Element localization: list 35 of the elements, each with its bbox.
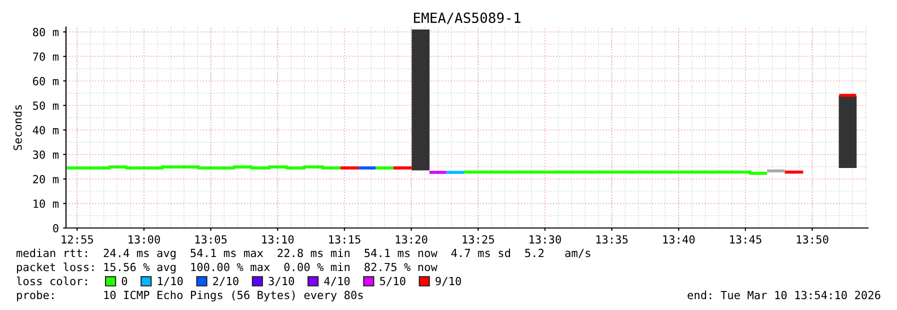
y-tick-label: 40 m — [32, 126, 59, 134]
y-tick-label: 20 m — [33, 174, 59, 184]
x-tick-label: 13:05 — [195, 235, 227, 244]
y-tick-label: 50 m — [33, 101, 59, 110]
chart-title: EMEA/AS5089-1 — [414, 12, 520, 24]
text: median rtt: 24.4 ms avg 54.1 ms max 22.8 ms min 54.1 ms now 4.7 ms sd 5.2 am/s — [16, 248, 590, 260]
legend-label: 3/10 — [268, 276, 294, 286]
x-tick-label: 13:10 — [262, 235, 294, 244]
x-tick-label: 13:15 — [329, 235, 360, 244]
legend-label: 0 — [122, 276, 128, 286]
y-tick-label: 10 m — [34, 199, 59, 208]
x-tick-label: 13:50 — [796, 235, 828, 244]
text: packet loss: 15.56 % avg 100.00 % max 0.00 % min 82.75 % now — [17, 262, 438, 274]
x-tick-label: 13:30 — [530, 235, 561, 244]
text: probe: 10 ICMP Echo Pings (56 Bytes) every 80s — [17, 290, 363, 302]
legend-label: 5/10 — [380, 276, 406, 286]
legend-title: loss color: — [16, 276, 87, 286]
y-tick-label: 60 m — [33, 76, 59, 86]
x-tick-label: 13:25 — [462, 235, 494, 244]
y-axis-title: Seconds — [13, 105, 22, 150]
x-tick-label: 13:35 — [596, 235, 628, 244]
legend-label: 2/10 — [213, 276, 238, 286]
x-tick-label: 12:55 — [62, 235, 93, 244]
y-tick-label: 70 m — [33, 52, 59, 61]
legend-label: 4/10 — [324, 276, 350, 286]
y-tick-label: 30 m — [33, 150, 59, 159]
y-tick-label: 80 m — [33, 28, 59, 36]
legend-label: 9/10 — [436, 276, 461, 286]
text: end: Tue Mar 10 13:54:10 2026 — [688, 290, 880, 300]
x-tick-label: 13:20 — [396, 235, 428, 244]
y-tick-label: 0 — [53, 224, 58, 232]
legend-label: 1/10 — [158, 276, 183, 286]
x-tick-label: 13:45 — [730, 235, 762, 244]
x-tick-label: 13:40 — [663, 235, 695, 244]
x-tick-label: 13:00 — [128, 235, 160, 244]
